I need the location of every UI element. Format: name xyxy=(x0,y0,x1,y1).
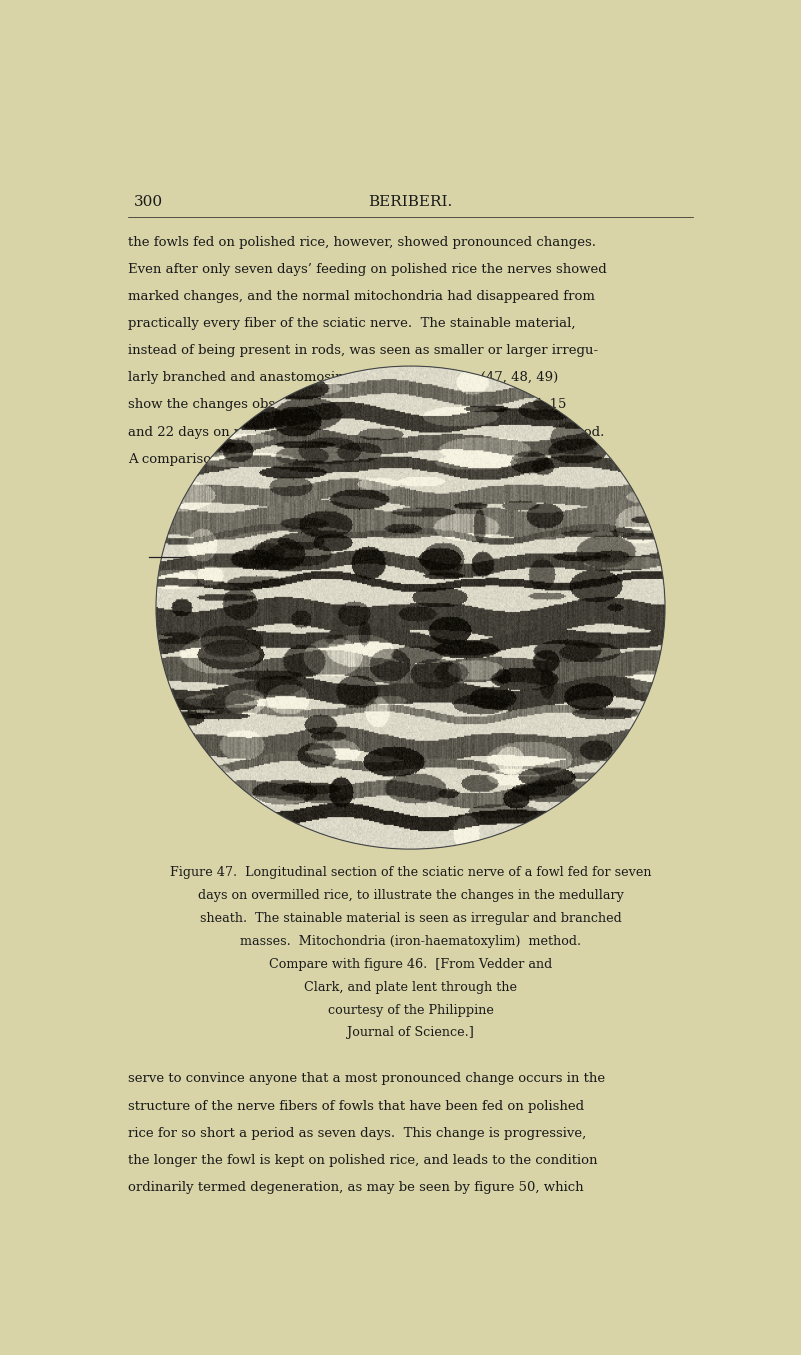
Text: BERIBERI.: BERIBERI. xyxy=(368,195,453,209)
Text: Even after only seven days’ feeding on polished rice the nerves showed: Even after only seven days’ feeding on p… xyxy=(128,263,607,276)
Text: marked changes, and the normal mitochondria had disappeared from: marked changes, and the normal mitochond… xyxy=(128,290,595,304)
Text: structure of the nerve fibers of fowls that have been fed on polished: structure of the nerve fibers of fowls t… xyxy=(128,1099,584,1112)
Text: masses.  Mitochondria (iron-haematoxylim)  method.: masses. Mitochondria (iron-haematoxylim)… xyxy=(240,935,581,947)
Text: serve to convince anyone that a most pronounced change occurs in the: serve to convince anyone that a most pro… xyxy=(128,1072,606,1085)
Text: Compare with figure 46.  [From Vedder and: Compare with figure 46. [From Vedder and xyxy=(269,958,552,970)
Text: 300: 300 xyxy=(135,195,163,209)
Text: rice for so short a period as seven days.  This change is progressive,: rice for so short a period as seven days… xyxy=(128,1126,586,1140)
Text: the longer the fowl is kept on polished rice, and leads to the condition: the longer the fowl is kept on polished … xyxy=(128,1154,598,1167)
Text: show the changes observed in the nerves from fowls fed for 7, 15: show the changes observed in the nerves … xyxy=(128,398,566,412)
Text: the fowls fed on polished rice, however, showed pronounced changes.: the fowls fed on polished rice, however,… xyxy=(128,236,596,248)
Text: Figure 47.  Longitudinal section of the sciatic nerve of a fowl fed for seven: Figure 47. Longitudinal section of the s… xyxy=(170,866,651,879)
Text: A comparison with the normal nerve stained in the same manner will: A comparison with the normal nerve stain… xyxy=(128,453,592,466)
Text: Clark, and plate lent through the: Clark, and plate lent through the xyxy=(304,981,517,993)
Text: ordinarily termed degeneration, as may be seen by figure 50, which: ordinarily termed degeneration, as may b… xyxy=(128,1182,584,1194)
Text: and 22 days on polished rice, and stained by the mitochondria method.: and 22 days on polished rice, and staine… xyxy=(128,425,605,439)
Text: larly branched and anastomosing globules.  Figures (47, 48, 49): larly branched and anastomosing globules… xyxy=(128,371,558,385)
Text: practically every fiber of the sciatic nerve.  The stainable material,: practically every fiber of the sciatic n… xyxy=(128,317,576,331)
Ellipse shape xyxy=(155,364,666,850)
Text: instead of being present in rods, was seen as smaller or larger irregu-: instead of being present in rods, was se… xyxy=(128,344,598,358)
Text: sheath.  The stainable material is seen as irregular and branched: sheath. The stainable material is seen a… xyxy=(199,912,622,924)
Text: Journal of Science.]: Journal of Science.] xyxy=(347,1027,474,1039)
Text: courtesy of the Philippine: courtesy of the Philippine xyxy=(328,1004,493,1016)
Text: days on overmilled rice, to illustrate the changes in the medullary: days on overmilled rice, to illustrate t… xyxy=(198,889,623,902)
